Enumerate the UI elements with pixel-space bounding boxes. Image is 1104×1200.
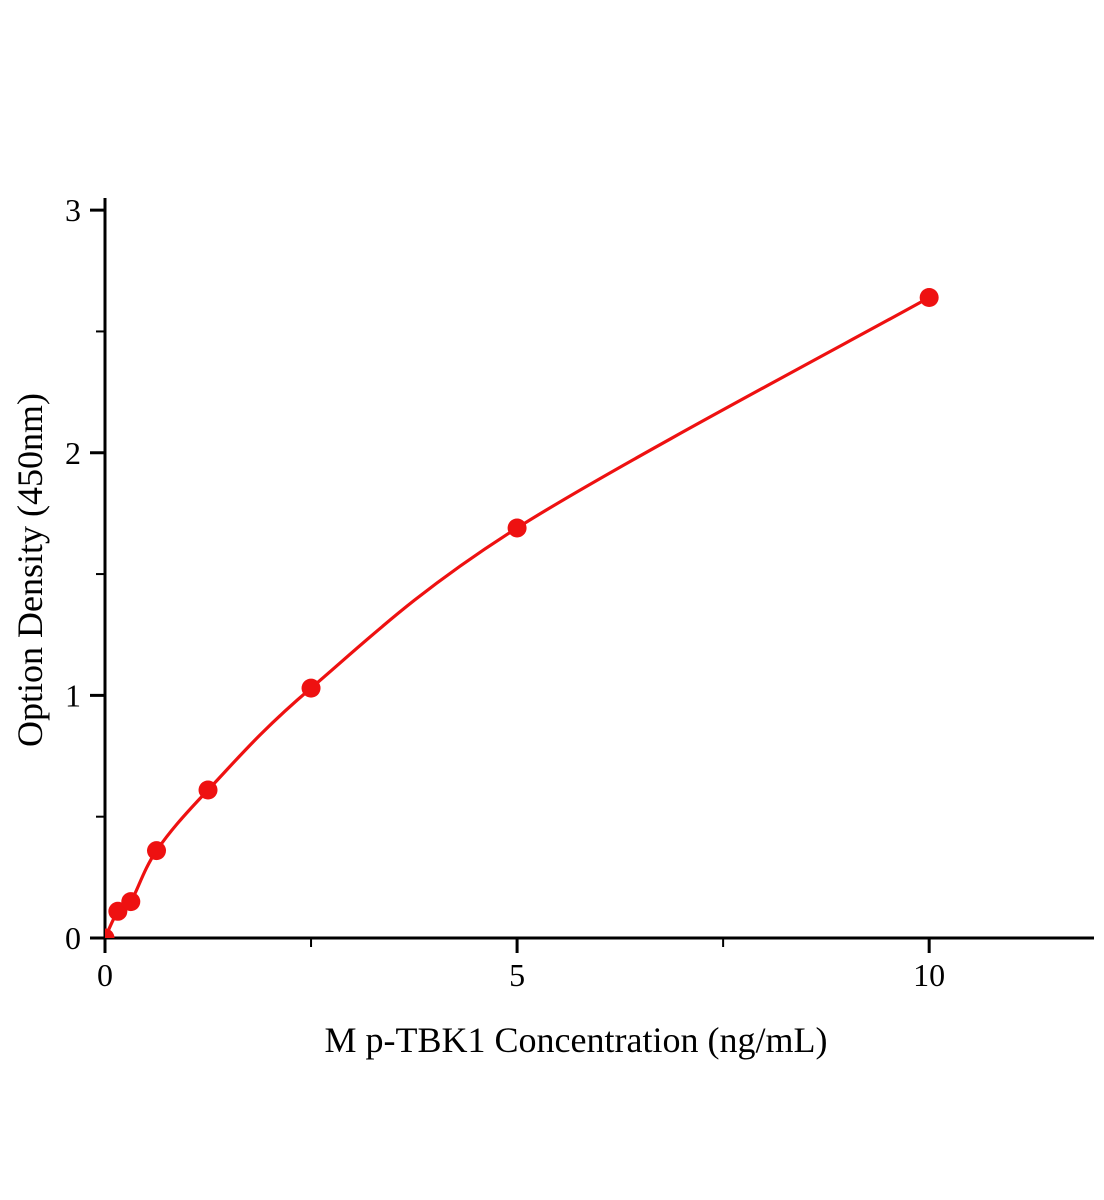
x-tick-label: 10 [913,957,945,993]
y-axis-title: Option Density (450nm) [10,393,50,747]
data-point-marker [919,287,939,307]
data-point-marker [108,901,128,921]
data-point-marker [507,518,527,538]
data-point-marker [121,892,141,912]
x-tick-label: 5 [509,957,525,993]
data-point-marker [301,678,321,698]
y-tick-label: 0 [65,920,81,956]
chart-plot-area: 0 5 10 0 1 2 3 [65,192,1094,993]
data-point-marker [147,841,167,861]
data-point-marker [198,780,218,800]
standard-curve-line [105,296,930,938]
y-tick-label: 1 [65,677,81,713]
data-point-marker [105,928,115,938]
x-tick-label: 0 [97,957,113,993]
y-tick-label: 3 [65,192,81,228]
x-axis-title: M p-TBK1 Concentration (ng/mL) [325,1020,828,1060]
y-tick-label: 2 [65,435,81,471]
